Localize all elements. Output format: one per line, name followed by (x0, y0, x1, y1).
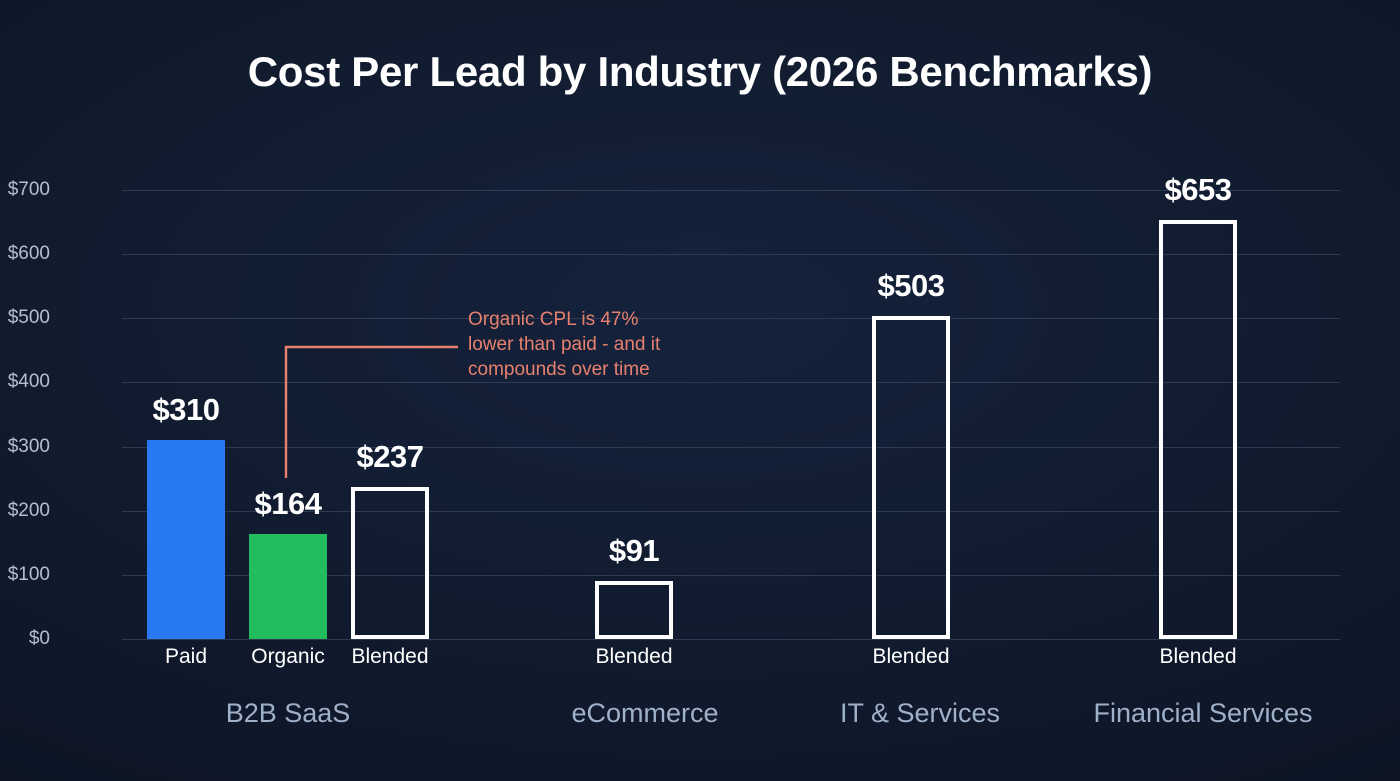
y-axis-tick-label: $100 (7, 563, 50, 585)
gridline (122, 510, 1340, 512)
bar-b2b-saas-blended[interactable] (351, 486, 429, 639)
y-axis-tick-label: $500 (7, 307, 50, 329)
bar-category-label: Blended (1159, 645, 1237, 668)
plot-area: $0 $100 $200 $300 $400 $500 $600 $700 $310 Paid $1… (8, 172, 1340, 728)
group-label-b2b-saas: B2B SaaS (225, 698, 351, 728)
group-label-ecommerce: eCommerce (571, 698, 719, 728)
y-axis-tick-label: $200 (7, 499, 50, 521)
bar-b2b-saas-paid[interactable] (147, 440, 225, 639)
y-axis-tick-label: $300 (7, 435, 50, 457)
bar-value-label: $653 (1164, 172, 1232, 208)
bar-it-services-blended[interactable] (872, 316, 950, 639)
bar-b2b-saas-organic[interactable] (249, 533, 327, 639)
gridline (122, 254, 1340, 256)
gridline (122, 574, 1340, 576)
y-axis-tick-label: $400 (7, 371, 50, 393)
group-label-financial-services: Financial Services (1093, 698, 1313, 728)
gridline (122, 190, 1340, 191)
gridline (122, 382, 1340, 384)
bar-value-label: $503 (877, 268, 945, 304)
bar-ecommerce-blended[interactable] (595, 580, 673, 639)
chart-title: Cost Per Lead by Industry (2026 Benchmar… (247, 48, 1153, 95)
y-axis-tick-label: $600 (7, 243, 50, 265)
bar-category-label: Blended (595, 645, 673, 668)
bar-category-label: Blended (872, 645, 950, 668)
annotation-line-3: compounds over time (468, 359, 650, 380)
bar-category-label: Blended (351, 645, 429, 668)
bar-value-label: $164 (254, 485, 322, 521)
bar-value-label: $237 (356, 438, 424, 474)
gridline (122, 318, 1340, 320)
bar-financial-services-blended[interactable] (1159, 220, 1237, 639)
bar-value-label: $310 (152, 392, 220, 428)
annotation-line-2: lower than paid - and it (468, 334, 661, 355)
annotation-line-1: Organic CPL is 47% (468, 309, 639, 330)
bar-category-label: Organic (251, 645, 325, 668)
y-axis-tick-label: $700 (7, 179, 50, 200)
y-axis-tick-label: $0 (28, 628, 50, 649)
bar-value-label: $91 (608, 532, 660, 568)
gridline (122, 446, 1340, 448)
gridline (122, 639, 1340, 640)
group-label-it-services: IT & Services (839, 698, 1001, 728)
annotation-text: Organic CPL is 47% lower than paid - and… (468, 307, 708, 382)
bar-category-label: Paid (164, 645, 208, 668)
